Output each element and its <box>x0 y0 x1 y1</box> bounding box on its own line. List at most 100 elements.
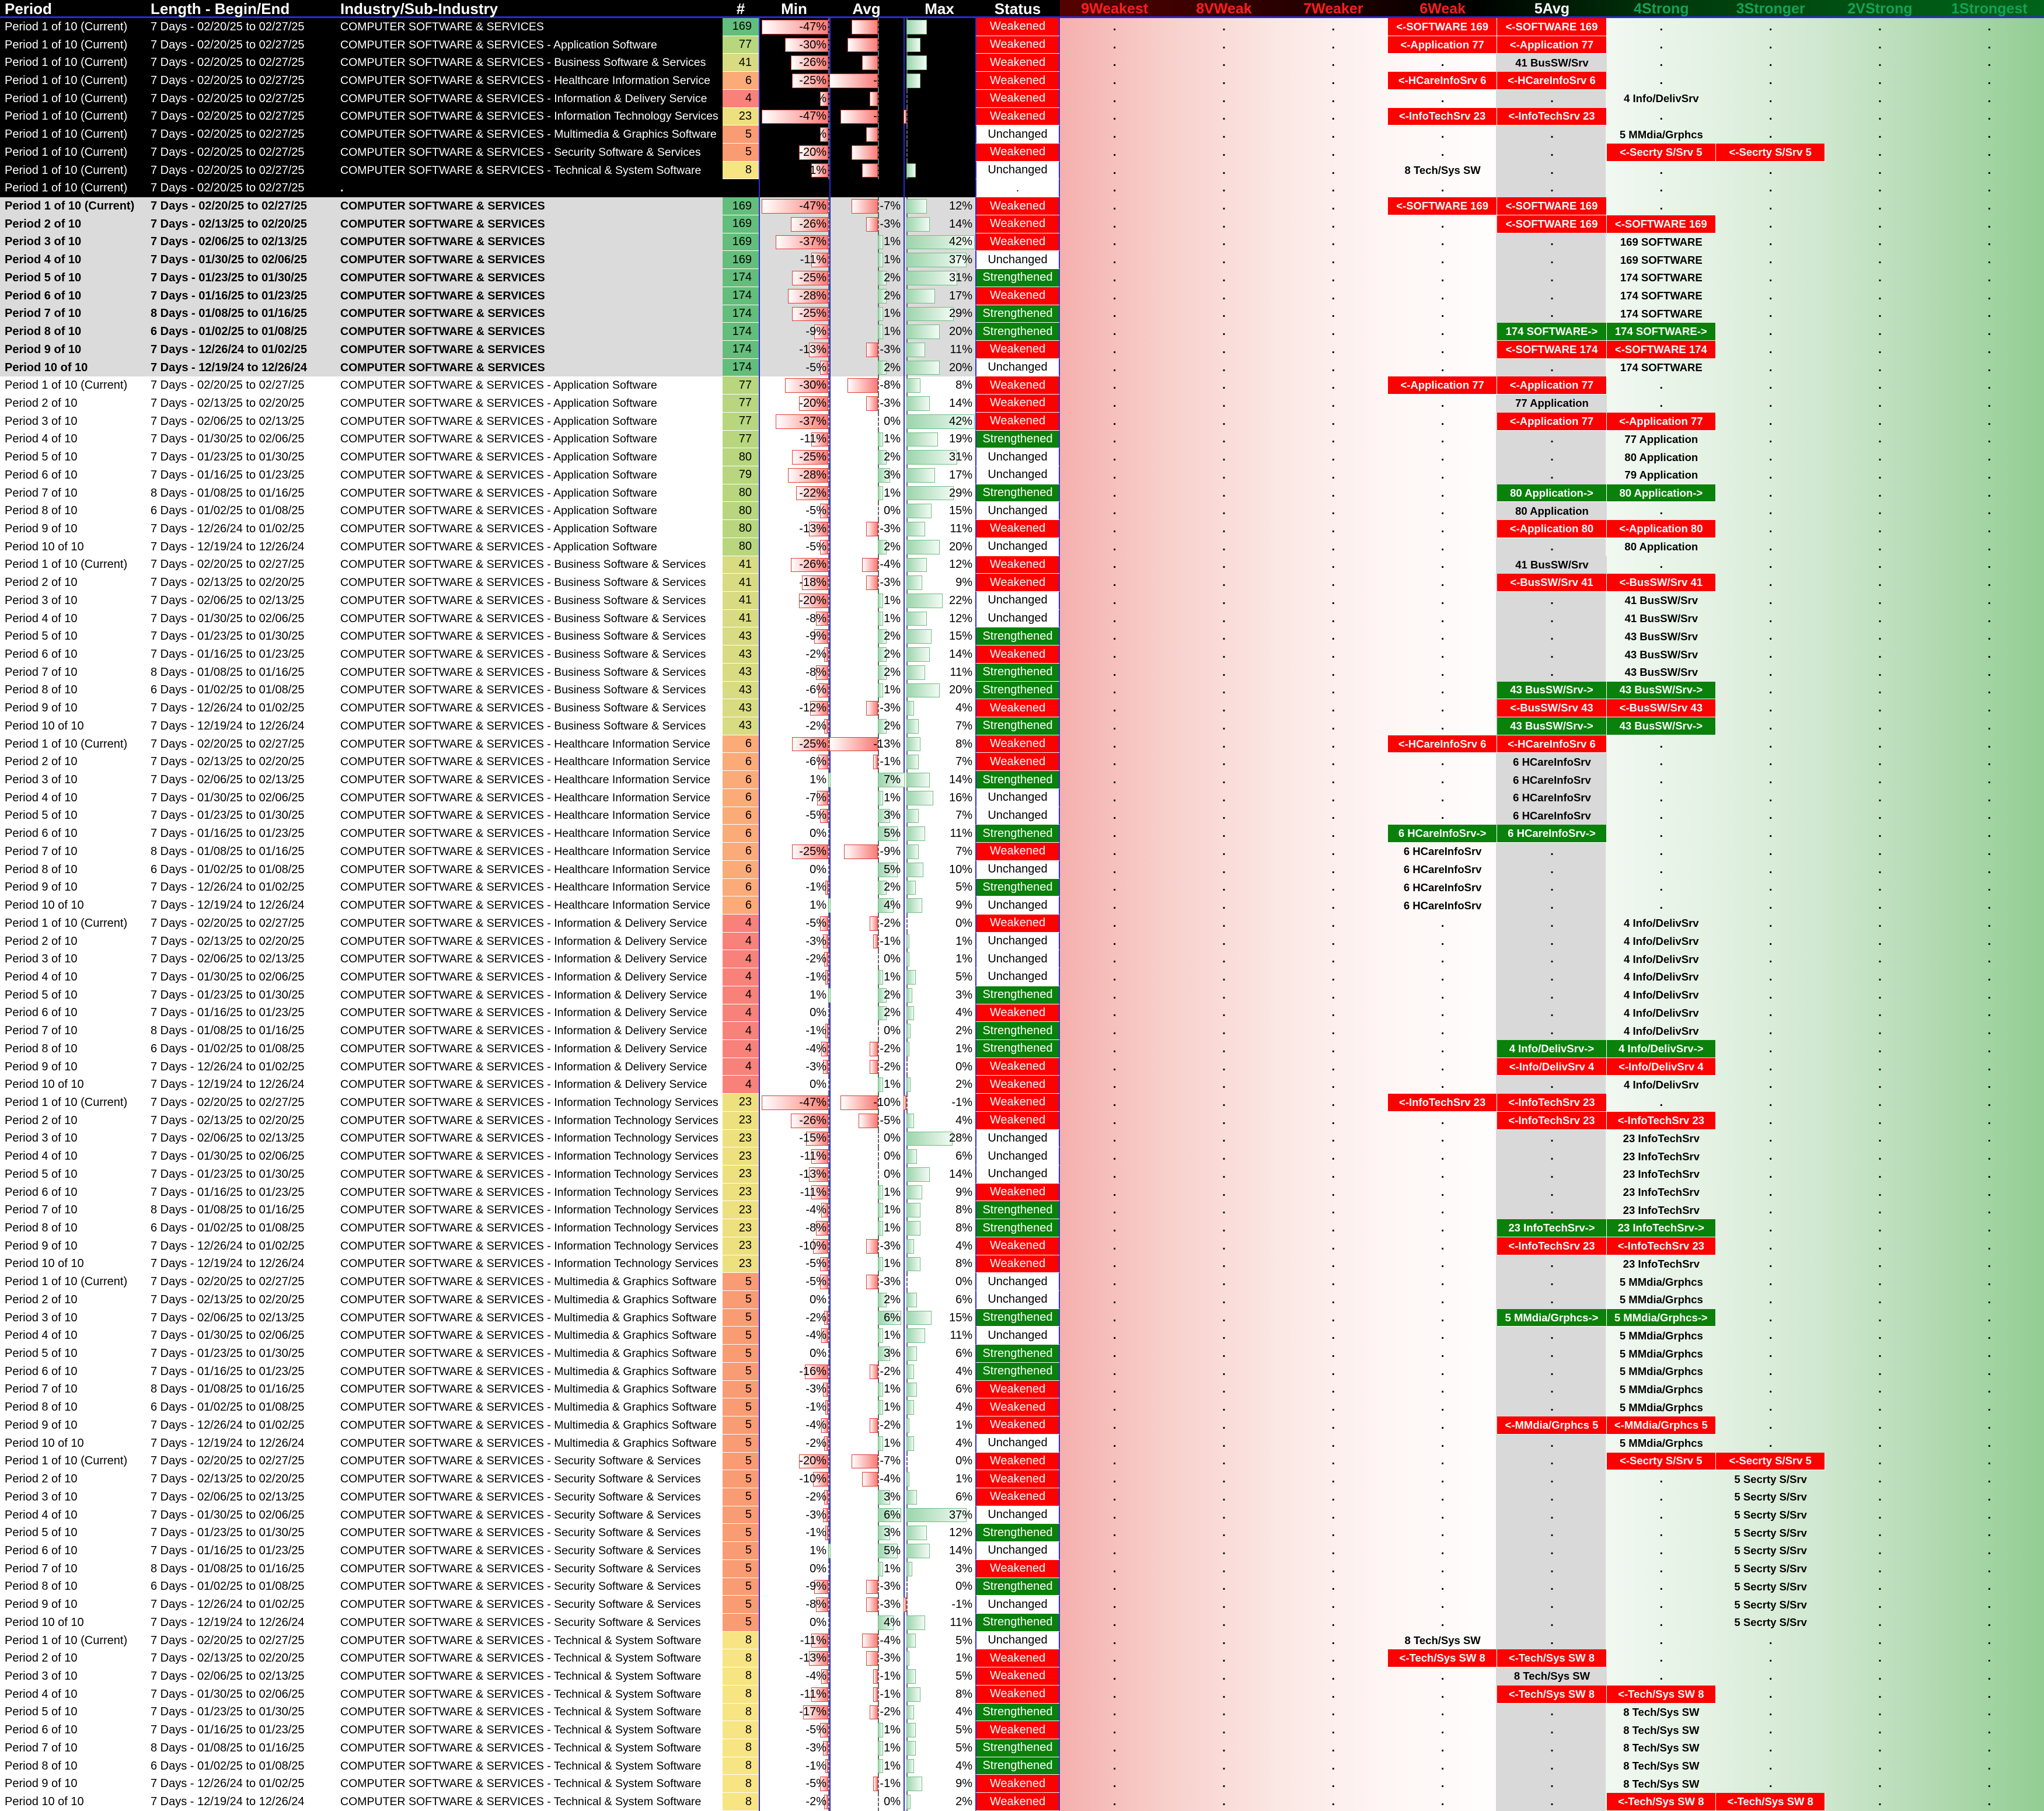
cell-rank-2vstrong[interactable]: . <box>1825 1022 1934 1040</box>
cell-period[interactable]: Period 6 of 10 <box>5 1544 78 1557</box>
cell-rank-2vstrong[interactable]: . <box>1825 1094 1934 1112</box>
cell-avg[interactable]: -8% <box>829 36 904 54</box>
cell-rank-7weaker[interactable]: . <box>1279 610 1388 628</box>
cell-count[interactable]: 4 <box>723 89 759 108</box>
cell-rank-8vweak[interactable]: . <box>1169 896 1278 915</box>
cell-rank-6weak[interactable]: <-SOFTWARE 169 <box>1387 197 1498 215</box>
cell-rank-8vweak[interactable]: . <box>1169 753 1278 771</box>
cell-length[interactable]: 7 Days - 12/26/24 to 01/02/25 <box>151 881 305 894</box>
cell-rank-1strongest[interactable]: . <box>1935 1524 2044 1542</box>
cell-max[interactable]: 5% <box>904 161 975 180</box>
cell-avg[interactable]: 0% <box>829 1147 904 1166</box>
cell-count[interactable]: 23 <box>723 1129 759 1148</box>
cell-rank-6weak[interactable]: <-InfoTechSrv 23 <box>1387 107 1498 126</box>
cell-rank-2vstrong[interactable]: . <box>1825 1739 1934 1757</box>
cell-rank-4strong[interactable]: . <box>1607 861 1716 879</box>
cell-industry[interactable]: COMPUTER SOFTWARE & SERVICES - Security … <box>340 1526 701 1540</box>
cell-count[interactable]: 5 <box>723 1327 759 1345</box>
cell-rank-1strongest[interactable]: . <box>1935 72 2044 90</box>
cell-length[interactable]: 7 Days - 02/06/25 to 02/13/25 <box>151 414 305 428</box>
cell-rank-1strongest[interactable]: . <box>1935 825 2044 843</box>
cell-rank-6weak[interactable]: . <box>1388 1363 1497 1381</box>
cell-rank-5avg[interactable]: 174 SOFTWARE-> <box>1497 323 1607 341</box>
cell-rank-5avg[interactable]: . <box>1497 1560 1606 1578</box>
cell-min[interactable]: -26% <box>759 54 829 72</box>
cell-count[interactable]: 169 <box>723 18 759 36</box>
status-badge[interactable]: Weakened <box>975 340 1060 359</box>
cell-count[interactable]: 8 <box>723 1793 759 1811</box>
cell-rank-4strong[interactable]: <-Tech/Sys SW 8 <box>1606 1793 1716 1811</box>
column-header-min[interactable]: Min <box>781 0 807 18</box>
cell-rank-3stronger[interactable]: . <box>1716 807 1825 825</box>
cell-rank-5avg[interactable]: <-MMdia/Grphcs 5 <box>1497 1416 1607 1435</box>
cell-rank-3stronger[interactable]: . <box>1716 753 1825 771</box>
cell-rank-8vweak[interactable]: . <box>1169 1524 1278 1542</box>
cell-period[interactable]: Period 4 of 10 <box>5 1150 78 1163</box>
cell-period[interactable]: Period 1 of 10 (Current) <box>5 92 128 105</box>
cell-count[interactable]: 8 <box>723 1631 759 1650</box>
cell-rank-2vstrong[interactable]: . <box>1825 556 1934 574</box>
cell-rank-7weaker[interactable]: . <box>1279 1291 1388 1309</box>
cell-rank-2vstrong[interactable]: . <box>1825 1632 1934 1650</box>
status-badge[interactable]: Unchanged <box>975 125 1060 144</box>
cell-rank-3stronger[interactable]: . <box>1716 90 1825 108</box>
cell-rank-3stronger[interactable]: . <box>1716 1291 1825 1309</box>
cell-count[interactable]: 5 <box>723 1362 759 1381</box>
cell-max[interactable]: 0% <box>904 125 975 144</box>
cell-count[interactable]: 4 <box>723 914 759 933</box>
cell-rank-1strongest[interactable]: . <box>1935 125 2044 144</box>
cell-rank-2vstrong[interactable]: . <box>1825 1667 1934 1686</box>
cell-rank-7weaker[interactable]: . <box>1279 413 1388 431</box>
cell-rank-6weak[interactable]: . <box>1388 233 1497 252</box>
cell-rank-7weaker[interactable]: . <box>1279 843 1388 861</box>
cell-avg[interactable]: -3% <box>829 699 904 718</box>
cell-max[interactable]: 12% <box>904 1524 975 1543</box>
cell-rank-2vstrong[interactable]: . <box>1825 699 1934 717</box>
cell-rank-4strong[interactable]: 174 SOFTWARE <box>1620 289 1703 302</box>
cell-max[interactable]: 42% <box>904 233 975 252</box>
cell-rank-3stronger[interactable]: . <box>1716 54 1825 72</box>
cell-industry[interactable]: COMPUTER SOFTWARE & SERVICES - Applicati… <box>340 540 657 553</box>
cell-rank-9weakest[interactable]: . <box>1060 125 1169 144</box>
cell-count[interactable]: 23 <box>723 1219 759 1237</box>
cell-rank-6weak[interactable]: . <box>1388 305 1497 323</box>
cell-min[interactable]: -13% <box>759 520 829 538</box>
cell-rank-9weakest[interactable]: . <box>1060 1739 1169 1757</box>
cell-rank-4strong[interactable]: 5 MMdia/Grphcs <box>1619 128 1703 141</box>
cell-industry[interactable]: COMPUTER SOFTWARE & SERVICES - Security … <box>340 1580 701 1593</box>
cell-industry[interactable]: COMPUTER SOFTWARE & SERVICES <box>340 253 545 267</box>
cell-length[interactable]: 8 Days - 01/08/25 to 01/16/25 <box>151 486 305 500</box>
cell-count[interactable]: 4 <box>723 1004 759 1023</box>
cell-industry[interactable]: COMPUTER SOFTWARE & SERVICES - Business … <box>340 594 706 607</box>
cell-period[interactable]: Period 7 of 10 <box>5 1562 78 1575</box>
cell-min[interactable]: -16% <box>759 1362 829 1381</box>
cell-min[interactable]: 1% <box>759 986 831 1004</box>
cell-avg[interactable]: 6% <box>829 1506 904 1524</box>
cell-industry[interactable]: COMPUTER SOFTWARE & SERVICES - Informati… <box>340 988 707 1002</box>
cell-industry[interactable]: COMPUTER SOFTWARE & SERVICES - Informati… <box>340 970 707 983</box>
cell-min[interactable]: -26% <box>759 215 829 233</box>
cell-rank-4strong[interactable]: <-SOFTWARE 169 <box>1606 215 1716 233</box>
cell-rank-1strongest[interactable]: . <box>1935 1237 2044 1255</box>
cell-industry[interactable]: COMPUTER SOFTWARE & SERVICES - Technical… <box>340 1723 702 1737</box>
cell-rank-4strong[interactable]: 174 SOFTWARE-> <box>1606 323 1716 341</box>
cell-rank-9weakest[interactable]: . <box>1060 179 1169 197</box>
cell-industry[interactable]: COMPUTER SOFTWARE & SERVICES - Multimedi… <box>340 1293 717 1306</box>
cell-rank-3stronger[interactable]: . <box>1716 359 1825 377</box>
cell-count[interactable]: 174 <box>723 358 759 377</box>
cell-avg[interactable]: 7% <box>829 771 905 789</box>
cell-rank-1strongest[interactable]: . <box>1935 1632 2044 1650</box>
cell-rank-4strong[interactable]: . <box>1607 735 1716 753</box>
cell-rank-5avg[interactable]: . <box>1497 162 1606 180</box>
cell-min[interactable]: -28% <box>759 287 829 305</box>
cell-length[interactable]: 7 Days - 02/13/25 to 02/20/25 <box>151 755 305 769</box>
cell-industry[interactable]: COMPUTER SOFTWARE & SERVICES - Security … <box>340 1472 701 1486</box>
cell-industry[interactable]: COMPUTER SOFTWARE & SERVICES - Security … <box>340 1544 701 1557</box>
cell-rank-4strong[interactable]: . <box>1607 1632 1716 1650</box>
cell-count[interactable]: 80 <box>723 484 759 503</box>
cell-min[interactable]: -5% <box>759 538 829 556</box>
cell-rank-3stronger[interactable]: . <box>1716 1022 1825 1040</box>
cell-rank-8vweak[interactable]: . <box>1169 1130 1278 1148</box>
cell-period[interactable]: Period 9 of 10 <box>5 702 78 715</box>
cell-rank-3stronger[interactable]: 5 Secrty S/Srv <box>1734 1472 1807 1485</box>
